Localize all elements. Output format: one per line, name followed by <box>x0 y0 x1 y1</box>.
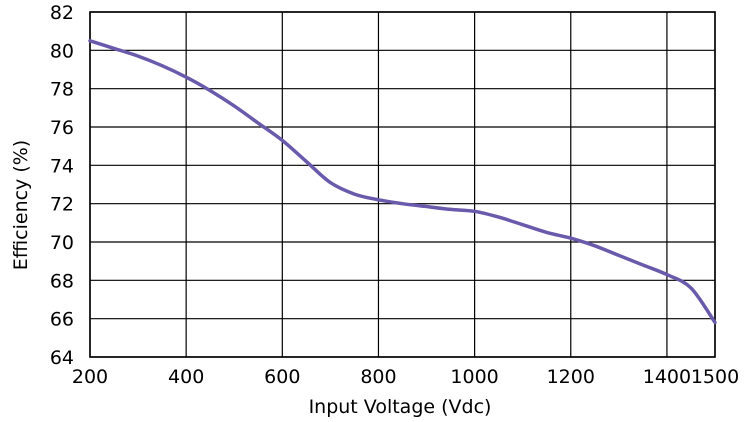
y-tick-label: 66 <box>50 309 74 331</box>
x-tick-label: 600 <box>264 366 300 388</box>
y-tick-label: 70 <box>50 232 74 254</box>
y-tick-label: 74 <box>50 155 74 177</box>
x-tick-label: 1000 <box>450 366 498 388</box>
x-tick-label: 800 <box>360 366 396 388</box>
tick-layer: 200 400 600 800 1000 1200 1400 1500 64 66 68 70 72 74… <box>50 2 739 388</box>
x-tick-label: 1400 <box>643 366 691 388</box>
grid-layer <box>89 11 716 358</box>
y-tick-label: 78 <box>50 79 74 101</box>
x-tick-label: 1200 <box>547 366 595 388</box>
y-axis-title: Efficiency (%) <box>10 140 32 270</box>
series-layer <box>88 39 717 325</box>
x-tick-label: 200 <box>72 366 108 388</box>
y-tick-label: 72 <box>50 194 74 216</box>
x-tick-label: 400 <box>168 366 204 388</box>
y-tick-label: 80 <box>50 40 74 62</box>
x-axis-title: Input Voltage (Vdc) <box>309 396 492 418</box>
plot-frame <box>89 11 716 358</box>
y-tick-label: 68 <box>50 270 74 292</box>
efficiency-series-line <box>88 39 717 325</box>
y-tick-label: 64 <box>50 347 74 369</box>
y-tick-label: 82 <box>50 2 74 24</box>
y-tick-label: 76 <box>50 117 74 139</box>
x-tick-label: 1500 <box>691 366 739 388</box>
